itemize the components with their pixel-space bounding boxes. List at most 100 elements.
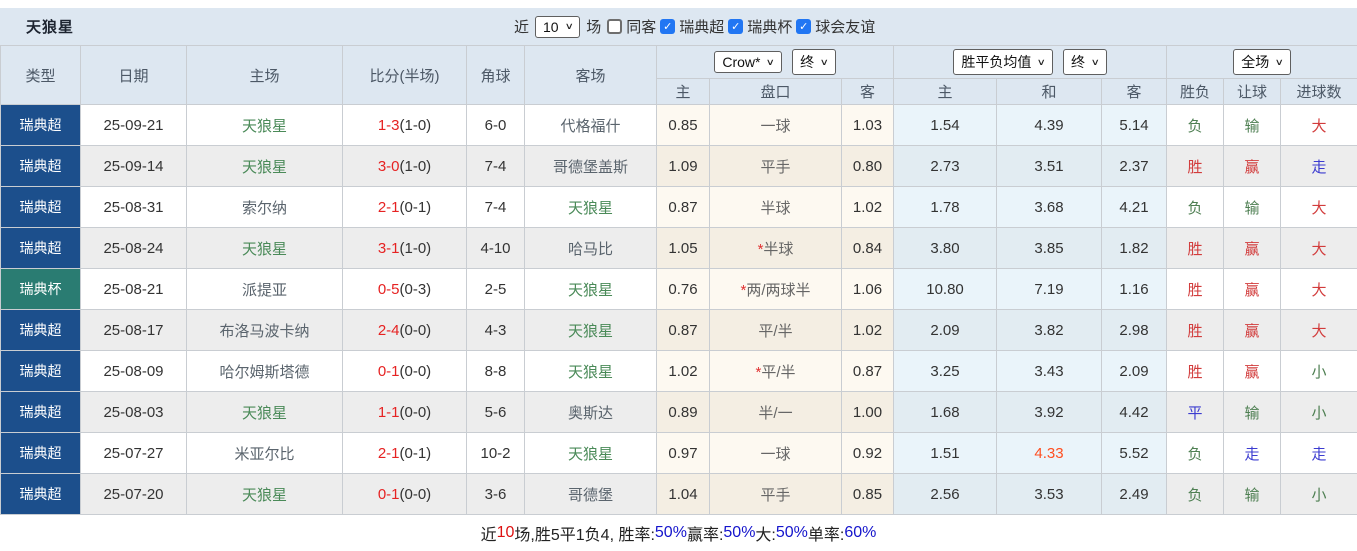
match-history-table: 类型 日期 主场 比分(半场) 角球 客场 Crow* ∨ 终 ∨ (0, 45, 1357, 515)
handicap-result-cell: 赢 (1224, 146, 1281, 187)
summary-segment: 50% (723, 524, 755, 542)
away-team[interactable]: 天狼星 (525, 433, 657, 474)
league-type-cell[interactable]: 瑞典超 (1, 105, 81, 146)
handicap-result-cell: 走 (1224, 433, 1281, 474)
bookmaker-state-select[interactable]: 终 ∨ (792, 49, 836, 75)
league-type-cell[interactable]: 瑞典超 (1, 310, 81, 351)
home-team[interactable]: 索尔纳 (187, 187, 343, 228)
bookmaker-select[interactable]: Crow* ∨ (714, 51, 782, 73)
corner-cell: 3-6 (467, 474, 525, 515)
home-team[interactable]: 哈尔姆斯塔德 (187, 351, 343, 392)
checkbox-unchecked-icon[interactable] (607, 19, 622, 34)
handicap-result-cell: 赢 (1224, 310, 1281, 351)
league-filter-label: 瑞典超 (679, 16, 724, 37)
away-team[interactable]: 哥德堡盖斯 (525, 146, 657, 187)
handicap-away-odds: 1.02 (842, 310, 894, 351)
avg-away-odds: 4.42 (1102, 392, 1167, 433)
home-team[interactable]: 布洛马波卡纳 (187, 310, 343, 351)
league-type-cell[interactable]: 瑞典超 (1, 146, 81, 187)
games-label: 场 (586, 16, 601, 37)
summary-segment: 近 (481, 521, 497, 545)
corner-cell: 7-4 (467, 146, 525, 187)
score-cell[interactable]: 2-1(0-1) (343, 187, 467, 228)
col-header-away: 客场 (525, 46, 657, 105)
date-cell: 25-08-09 (81, 351, 187, 392)
recent-count-select[interactable]: 10 ∨ (535, 16, 580, 38)
avg-state-select[interactable]: 终 ∨ (1063, 49, 1107, 75)
score-cell[interactable]: 0-5(0-3) (343, 269, 467, 310)
bookmaker-select-group: Crow* ∨ 终 ∨ (657, 46, 894, 79)
avg-home-odds: 10.80 (894, 269, 997, 310)
away-team[interactable]: 天狼星 (525, 310, 657, 351)
league-type-cell[interactable]: 瑞典超 (1, 433, 81, 474)
checkbox-checked-icon[interactable]: ✓ (660, 19, 675, 34)
handicap-home-odds: 1.09 (657, 146, 710, 187)
home-team[interactable]: 天狼星 (187, 228, 343, 269)
home-team[interactable]: 天狼星 (187, 105, 343, 146)
home-team[interactable]: 天狼星 (187, 474, 343, 515)
league-type-cell[interactable]: 瑞典超 (1, 351, 81, 392)
handicap-line: 平/半 (710, 310, 842, 351)
chevron-down-icon: ∨ (820, 58, 829, 67)
summary-segment: 50% (776, 524, 808, 542)
result-cell: 胜 (1167, 269, 1224, 310)
checkbox-checked-icon[interactable]: ✓ (796, 19, 811, 34)
sub-header-result: 胜负 (1167, 79, 1224, 105)
summary-segment: 50% (655, 524, 687, 542)
league-type-cell[interactable]: 瑞典超 (1, 228, 81, 269)
home-team[interactable]: 天狼星 (187, 146, 343, 187)
score-cell[interactable]: 2-1(0-1) (343, 433, 467, 474)
away-team[interactable]: 哈马比 (525, 228, 657, 269)
date-cell: 25-07-27 (81, 433, 187, 474)
changed-line-star: * (758, 241, 764, 258)
score-cell[interactable]: 0-1(0-0) (343, 474, 467, 515)
score-cell[interactable]: 1-3(1-0) (343, 105, 467, 146)
away-team[interactable]: 天狼星 (525, 269, 657, 310)
score-cell[interactable]: 3-0(1-0) (343, 146, 467, 187)
avg-draw-odds: 4.39 (997, 105, 1102, 146)
handicap-result-cell: 赢 (1224, 269, 1281, 310)
away-team[interactable]: 天狼星 (525, 351, 657, 392)
away-team[interactable]: 天狼星 (525, 187, 657, 228)
chevron-down-icon: ∨ (1091, 58, 1100, 67)
avg-odds-select[interactable]: 胜平负均值 ∨ (953, 49, 1053, 75)
score-cell[interactable]: 3-1(1-0) (343, 228, 467, 269)
home-team[interactable]: 派提亚 (187, 269, 343, 310)
score-cell[interactable]: 1-1(0-0) (343, 392, 467, 433)
home-team[interactable]: 米亚尔比 (187, 433, 343, 474)
summary-segment: 场,胜5平1负4, 胜率: (514, 521, 654, 545)
handicap-away-odds: 0.87 (842, 351, 894, 392)
away-team[interactable]: 代格福什 (525, 105, 657, 146)
handicap-line: 平手 (710, 146, 842, 187)
score-cell[interactable]: 2-4(0-0) (343, 310, 467, 351)
league-filter-label: 球会友谊 (815, 16, 875, 37)
checkbox-checked-icon[interactable]: ✓ (728, 19, 743, 34)
league-type-cell[interactable]: 瑞典超 (1, 392, 81, 433)
handicap-home-odds: 0.87 (657, 310, 710, 351)
away-team[interactable]: 奥斯达 (525, 392, 657, 433)
league-filter-checkboxes: 同客✓瑞典超✓瑞典杯✓球会友谊 (607, 16, 875, 37)
col-header-home: 主场 (187, 46, 343, 105)
score-cell[interactable]: 0-1(0-0) (343, 351, 467, 392)
scope-select[interactable]: 全场 ∨ (1233, 49, 1291, 75)
away-team[interactable]: 哥德堡 (525, 474, 657, 515)
page-title: 天狼星 (0, 16, 74, 37)
home-team[interactable]: 天狼星 (187, 392, 343, 433)
league-type-cell[interactable]: 瑞典超 (1, 474, 81, 515)
summary-segment: 赢率: (687, 521, 723, 545)
avg-home-odds: 1.51 (894, 433, 997, 474)
league-type-cell[interactable]: 瑞典杯 (1, 269, 81, 310)
handicap-home-odds: 1.04 (657, 474, 710, 515)
league-type-cell[interactable]: 瑞典超 (1, 187, 81, 228)
corner-cell: 10-2 (467, 433, 525, 474)
date-cell: 25-08-24 (81, 228, 187, 269)
handicap-result-cell: 输 (1224, 105, 1281, 146)
col-header-date: 日期 (81, 46, 187, 105)
